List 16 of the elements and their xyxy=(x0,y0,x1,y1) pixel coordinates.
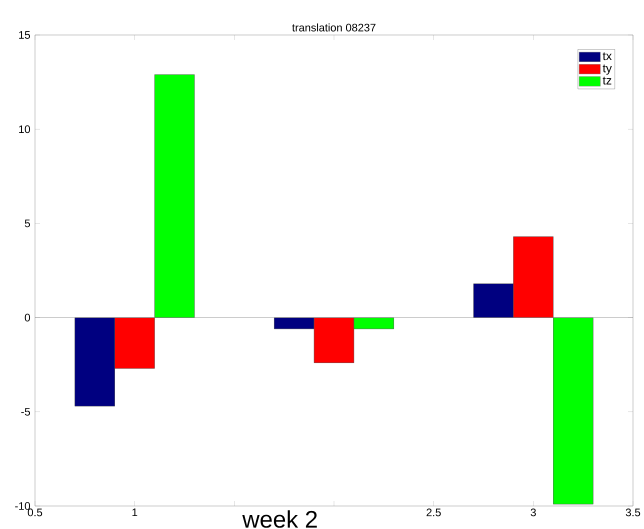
y-tick-label: -5 xyxy=(21,408,30,416)
text: week 2 xyxy=(242,510,317,528)
legend-label: tz xyxy=(602,76,612,85)
x-tick-label: 1 xyxy=(132,508,138,516)
y-tick-label: 15 xyxy=(19,31,30,39)
x-tick-label: 3 xyxy=(530,508,536,516)
x-tick-label: 3.5 xyxy=(626,508,640,516)
x-tick-label: 0.5 xyxy=(28,508,42,516)
y-tick-label: 10 xyxy=(19,125,30,134)
y-tick-label: -10 xyxy=(15,502,30,510)
legend-label: ty xyxy=(602,64,612,75)
y-tick-label: 5 xyxy=(24,220,30,228)
y-tick-label: 0 xyxy=(24,314,30,322)
x-tick-label: 2.5 xyxy=(426,508,441,516)
chart-title: translation 08237 xyxy=(292,23,376,32)
legend-label: tx xyxy=(602,52,612,60)
